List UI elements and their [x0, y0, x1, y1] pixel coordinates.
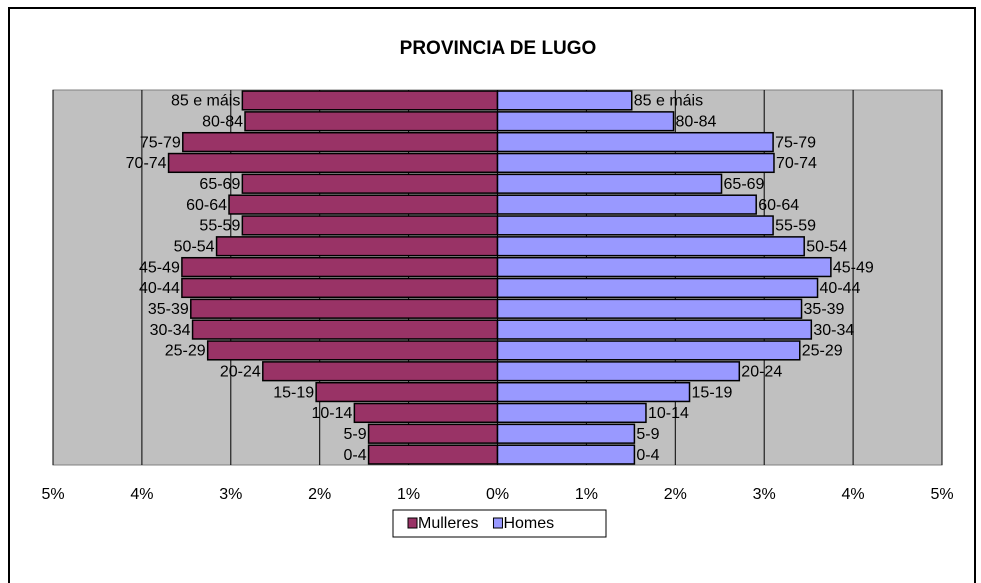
- bar: [496, 111, 675, 132]
- category-label: 60-64: [186, 197, 227, 214]
- legend-swatch: [407, 517, 418, 529]
- x-tick-label: 1%: [397, 486, 420, 503]
- x-tick-label: 4%: [130, 486, 153, 503]
- bar: [315, 381, 499, 403]
- bar: [262, 361, 499, 382]
- bar: [496, 381, 691, 403]
- bar: [228, 194, 499, 215]
- category-label: 40-44: [139, 280, 180, 297]
- category-label: 40-44: [820, 280, 861, 297]
- category-label: 85 e máis: [171, 93, 240, 110]
- bar: [190, 298, 499, 319]
- bar: [496, 402, 647, 424]
- bar: [367, 444, 499, 465]
- x-tick-label: 2%: [308, 486, 331, 503]
- category-label: 65-69: [724, 176, 765, 193]
- x-tick-label: 3%: [219, 486, 242, 503]
- x-tick-label: 1%: [575, 486, 598, 503]
- x-tick-label: 0%: [486, 486, 509, 503]
- bar: [181, 277, 499, 299]
- x-tick-label: 3%: [753, 486, 776, 503]
- category-label: 35-39: [804, 301, 845, 318]
- category-label: 55-59: [775, 218, 816, 235]
- category-label: 45-49: [833, 259, 874, 276]
- bar: [496, 90, 633, 111]
- bar: [182, 131, 499, 153]
- category-label: 35-39: [148, 301, 189, 318]
- category-label: 5-9: [343, 426, 366, 443]
- category-label: 5-9: [636, 426, 659, 443]
- category-label: 60-64: [758, 197, 799, 214]
- bar: [244, 111, 499, 132]
- bar: [496, 277, 819, 299]
- bar: [496, 152, 775, 174]
- bar: [496, 319, 813, 340]
- bar: [241, 173, 499, 194]
- bar: [215, 236, 499, 257]
- category-label: 30-34: [150, 322, 191, 339]
- x-tick-label: 2%: [664, 486, 687, 503]
- bar: [367, 423, 499, 444]
- category-label: 70-74: [126, 155, 167, 172]
- category-label: 10-14: [648, 405, 689, 422]
- bar: [496, 236, 805, 257]
- category-label: 85 e máis: [634, 93, 703, 110]
- category-label: 55-59: [199, 218, 240, 235]
- category-label: 70-74: [776, 155, 817, 172]
- category-label: 80-84: [202, 113, 243, 130]
- x-tick-label: 4%: [842, 486, 865, 503]
- bar: [206, 340, 499, 361]
- legend-label: Homes: [503, 515, 554, 532]
- bar: [496, 173, 723, 194]
- bar: [241, 215, 499, 236]
- category-label: 75-79: [775, 134, 816, 151]
- category-label: 10-14: [311, 405, 352, 422]
- category-label: 25-29: [802, 343, 843, 360]
- bar: [191, 319, 499, 340]
- category-label: 20-24: [220, 363, 261, 380]
- category-label: 0-4: [636, 447, 659, 464]
- category-label: 20-24: [741, 363, 782, 380]
- bar: [181, 256, 499, 278]
- category-label: 75-79: [140, 134, 181, 151]
- bar: [496, 423, 636, 444]
- category-label: 15-19: [692, 384, 733, 401]
- category-label: 30-34: [813, 322, 854, 339]
- category-label: 50-54: [174, 238, 215, 255]
- chart-title: PROVINCIA DE LUGO: [400, 38, 597, 59]
- bar: [496, 131, 774, 153]
- bar: [353, 402, 499, 424]
- bar: [496, 361, 741, 382]
- bar: [496, 444, 636, 465]
- category-label: 15-19: [273, 384, 314, 401]
- category-label: 65-69: [199, 176, 240, 193]
- bar: [496, 194, 757, 215]
- category-label: 25-29: [165, 343, 206, 360]
- bar: [496, 256, 832, 278]
- legend-label: Mulleres: [418, 515, 478, 532]
- category-label: 0-4: [343, 447, 366, 464]
- category-label: 50-54: [806, 238, 847, 255]
- legend-swatch: [492, 517, 503, 529]
- bar: [496, 215, 774, 236]
- bar: [241, 90, 499, 111]
- x-tick-label: 5%: [41, 486, 64, 503]
- bar: [496, 340, 801, 361]
- bar: [167, 152, 499, 174]
- bar: [496, 298, 803, 319]
- x-tick-label: 5%: [930, 486, 953, 503]
- category-label: 45-49: [139, 259, 180, 276]
- category-label: 80-84: [676, 113, 717, 130]
